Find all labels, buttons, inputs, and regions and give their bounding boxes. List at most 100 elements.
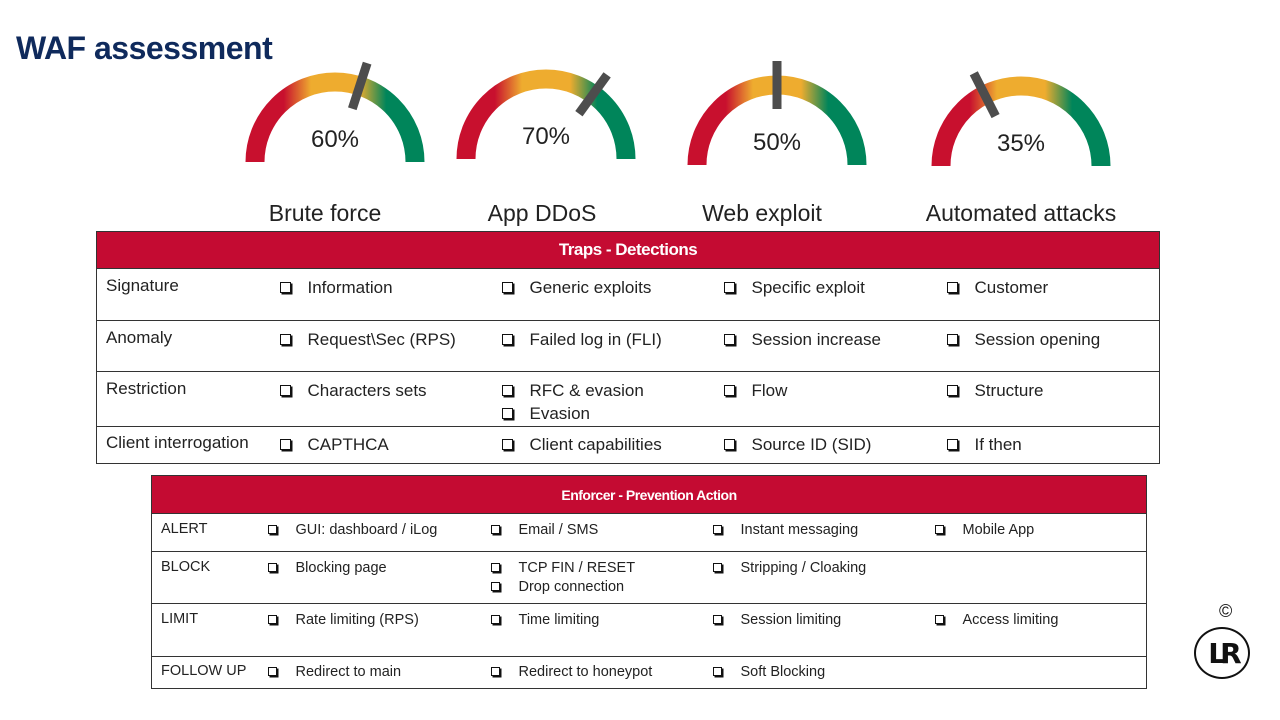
gauge-3: 50% bbox=[677, 61, 877, 205]
gauge-needle bbox=[348, 61, 372, 111]
checkbox-item[interactable]: GUI: dashboard / iLog bbox=[267, 521, 482, 540]
checkbox-icon[interactable] bbox=[946, 385, 958, 396]
checkbox-icon[interactable] bbox=[490, 667, 500, 676]
checkbox-item[interactable]: Generic exploits bbox=[501, 276, 715, 299]
checkbox-label: Time limiting bbox=[518, 612, 600, 628]
checkbox-icon[interactable] bbox=[501, 282, 513, 293]
gauge-percent: 70% bbox=[521, 123, 571, 150]
checkbox-item[interactable]: Stripping / Cloaking bbox=[712, 559, 926, 578]
table-cell: Information bbox=[270, 268, 493, 321]
checkbox-item[interactable]: CAPTHCA bbox=[279, 433, 493, 456]
checkbox-icon[interactable] bbox=[712, 667, 722, 676]
checkbox-icon[interactable] bbox=[501, 408, 513, 419]
checkbox-icon[interactable] bbox=[712, 563, 722, 572]
traps-detections-table: Traps - Detections Signature Information G… bbox=[96, 231, 1160, 464]
table-cell: If then bbox=[937, 426, 1160, 464]
checkbox-item[interactable]: Soft Blocking bbox=[712, 663, 926, 682]
checkbox-item[interactable]: Flow bbox=[723, 379, 938, 402]
checkbox-item[interactable]: Session opening bbox=[946, 328, 1160, 351]
copyright-symbol: © bbox=[1219, 601, 1233, 621]
checkbox-item[interactable]: Rate limiting (RPS) bbox=[267, 611, 482, 630]
checkbox-icon[interactable] bbox=[946, 334, 958, 345]
checkbox-item[interactable]: Structure bbox=[946, 379, 1160, 402]
gauge-dial bbox=[245, 61, 425, 163]
table-cell: Customer bbox=[937, 268, 1160, 321]
checkbox-item[interactable]: Time limiting bbox=[490, 611, 704, 630]
checkbox-icon[interactable] bbox=[712, 525, 722, 534]
checkbox-label: GUI: dashboard / iLog bbox=[295, 522, 438, 538]
checkbox-icon[interactable] bbox=[267, 667, 277, 676]
checkbox-icon[interactable] bbox=[279, 282, 291, 293]
lr-logo: LR bbox=[1194, 627, 1250, 679]
checkbox-item[interactable]: Access limiting bbox=[934, 611, 1147, 630]
checkbox-icon[interactable] bbox=[490, 563, 500, 572]
checkbox-icon[interactable] bbox=[267, 563, 277, 572]
table-cell: Generic exploits bbox=[492, 268, 715, 321]
table-cell: Stripping / Cloaking bbox=[703, 551, 926, 604]
checkbox-item[interactable]: Mobile App bbox=[934, 521, 1147, 540]
table-cell: Request\Sec (RPS) bbox=[270, 320, 493, 372]
checkbox-label: Session opening bbox=[974, 330, 1101, 349]
gauge-percent: 60% bbox=[310, 126, 360, 153]
checkbox-label: Drop connection bbox=[518, 579, 625, 595]
table-row: BLOCK Blocking page TCP FIN / RESET Drop co… bbox=[151, 551, 1147, 604]
checkbox-item[interactable]: Session increase bbox=[723, 328, 938, 351]
table-cell: Session opening bbox=[937, 320, 1160, 372]
checkbox-icon[interactable] bbox=[490, 615, 500, 624]
checkbox-item[interactable]: Request\Sec (RPS) bbox=[279, 328, 493, 351]
gauge-needle bbox=[575, 72, 611, 117]
checkbox-label: Request\Sec (RPS) bbox=[307, 330, 456, 349]
checkbox-icon[interactable] bbox=[723, 439, 735, 450]
checkbox-icon[interactable] bbox=[723, 282, 735, 293]
checkbox-item[interactable]: Blocking page bbox=[267, 559, 482, 578]
checkbox-icon[interactable] bbox=[279, 385, 291, 396]
checkbox-label: Evasion bbox=[529, 404, 590, 423]
gauge-label: Web exploit bbox=[702, 200, 822, 226]
table-row: Client interrogation CAPTHCA Client capabi… bbox=[96, 426, 1160, 464]
table-cell: Email / SMS bbox=[481, 513, 704, 552]
checkbox-icon[interactable] bbox=[267, 525, 277, 534]
checkbox-item[interactable]: Characters sets bbox=[279, 379, 493, 402]
table-row: Restriction Characters sets RFC & evasion E… bbox=[96, 371, 1160, 427]
checkbox-item[interactable]: Client capabilities bbox=[501, 433, 715, 456]
checkbox-item[interactable]: Evasion bbox=[501, 402, 715, 425]
checkbox-item[interactable]: Redirect to main bbox=[267, 663, 482, 682]
checkbox-icon[interactable] bbox=[712, 615, 722, 624]
row-label: Restriction bbox=[96, 371, 271, 427]
table-row: Anomaly Request\Sec (RPS) Failed log in (F… bbox=[96, 320, 1160, 372]
checkbox-item[interactable]: Information bbox=[279, 276, 493, 299]
checkbox-item[interactable]: Customer bbox=[946, 276, 1160, 299]
checkbox-item[interactable]: Instant messaging bbox=[712, 521, 926, 540]
checkbox-icon[interactable] bbox=[490, 525, 500, 534]
checkbox-item[interactable]: Failed log in (FLI) bbox=[501, 328, 715, 351]
checkbox-icon[interactable] bbox=[934, 615, 944, 624]
checkbox-item[interactable]: Email / SMS bbox=[490, 521, 704, 540]
row-label: LIMIT bbox=[151, 603, 259, 657]
table-cell: Characters sets bbox=[270, 371, 493, 427]
checkbox-item[interactable]: TCP FIN / RESET bbox=[490, 559, 704, 578]
checkbox-icon[interactable] bbox=[279, 439, 291, 450]
checkbox-icon[interactable] bbox=[934, 525, 944, 534]
checkbox-icon[interactable] bbox=[501, 439, 513, 450]
checkbox-item[interactable]: If then bbox=[946, 433, 1160, 456]
checkbox-icon[interactable] bbox=[267, 615, 277, 624]
checkbox-icon[interactable] bbox=[501, 385, 513, 396]
checkbox-icon[interactable] bbox=[946, 439, 958, 450]
checkbox-icon[interactable] bbox=[501, 334, 513, 345]
checkbox-item[interactable]: Redirect to honeypot bbox=[490, 663, 704, 682]
table-cell: Flow bbox=[714, 371, 938, 427]
checkbox-label: Rate limiting (RPS) bbox=[295, 612, 419, 628]
checkbox-item[interactable]: RFC & evasion bbox=[501, 379, 715, 402]
checkbox-icon[interactable] bbox=[279, 334, 291, 345]
checkbox-item[interactable]: Source ID (SID) bbox=[723, 433, 938, 456]
table-cell: Session increase bbox=[714, 320, 938, 372]
checkbox-label: Mobile App bbox=[962, 522, 1035, 538]
checkbox-label: Structure bbox=[974, 381, 1044, 400]
checkbox-icon[interactable] bbox=[723, 334, 735, 345]
checkbox-item[interactable]: Drop connection bbox=[490, 578, 704, 597]
checkbox-icon[interactable] bbox=[490, 582, 500, 591]
checkbox-icon[interactable] bbox=[723, 385, 735, 396]
checkbox-item[interactable]: Specific exploit bbox=[723, 276, 938, 299]
checkbox-item[interactable]: Session limiting bbox=[712, 611, 926, 630]
checkbox-icon[interactable] bbox=[946, 282, 958, 293]
